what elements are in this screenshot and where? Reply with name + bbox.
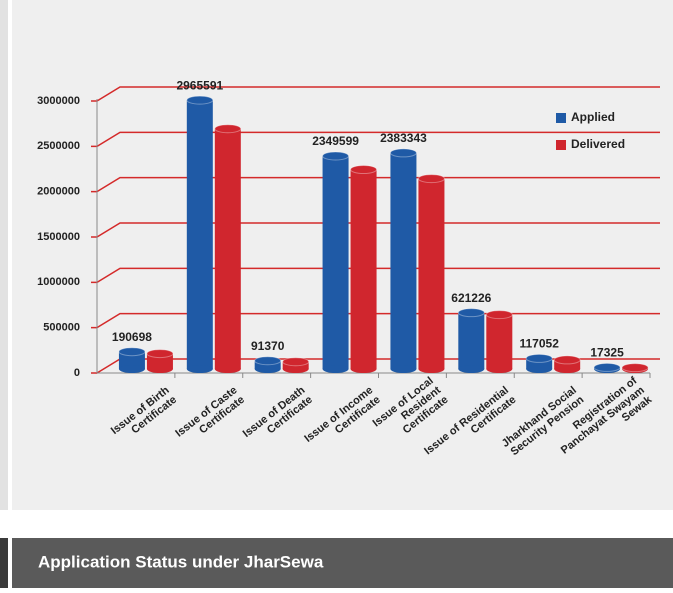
bar-base: [418, 365, 445, 373]
bar-cap: [525, 353, 553, 363]
bar-base: [118, 365, 145, 373]
bar-cap: [593, 362, 621, 372]
bar-base: [458, 365, 485, 373]
bar: [186, 100, 213, 369]
bar-base: [214, 365, 241, 373]
bar-base: [322, 365, 349, 373]
grid-line: [91, 176, 660, 193]
bar-cap: [322, 151, 350, 161]
data-label: 621226: [451, 291, 491, 305]
bar-cap: [457, 308, 485, 318]
side-strip: [0, 0, 8, 510]
bar: [458, 312, 485, 369]
grid-line: [91, 131, 660, 148]
y-tick-label: 2500000: [37, 140, 80, 152]
y-tick-label: 2000000: [37, 186, 80, 198]
bar-base: [146, 365, 173, 373]
data-label: 91370: [251, 339, 285, 353]
bar-base: [390, 365, 417, 373]
side-strip: [0, 538, 8, 588]
legend-label: Delivered: [571, 137, 625, 151]
bar-cap: [389, 148, 417, 158]
bar-base: [282, 365, 309, 373]
data-label: 2383343: [380, 131, 427, 145]
data-label: 117052: [519, 337, 559, 351]
caption-bar: [12, 538, 673, 588]
bar: [322, 155, 349, 369]
y-tick-label: 1500000: [37, 231, 80, 243]
bar-base: [254, 365, 281, 373]
bar-cap: [214, 124, 242, 134]
bar: [118, 351, 145, 369]
bar-cap: [254, 356, 282, 366]
bar: [350, 169, 377, 369]
bar-cap: [282, 357, 310, 367]
bar: [390, 152, 417, 369]
bar-cap: [417, 174, 445, 184]
legend-label: Applied: [571, 110, 615, 124]
y-tick-label: 500000: [43, 322, 80, 334]
bar: [526, 358, 553, 369]
bar-cap: [350, 165, 378, 175]
bar: [146, 353, 173, 369]
grid-line: [91, 222, 660, 238]
bar-cap: [485, 310, 513, 320]
bar: [254, 360, 281, 369]
bar-base: [350, 365, 377, 373]
legend-swatch: [556, 140, 566, 150]
data-label: 17325: [590, 346, 624, 360]
grid-line: [91, 358, 660, 374]
bar-cap: [118, 347, 146, 357]
data-label: 2349599: [312, 134, 359, 148]
data-label: 2965591: [176, 78, 223, 92]
y-tick-label: 3000000: [37, 95, 80, 107]
bar: [214, 128, 241, 369]
bar-base: [186, 365, 213, 373]
bar: [418, 178, 445, 369]
bar-base: [486, 365, 513, 373]
y-tick-label: 1000000: [37, 276, 80, 288]
grid-line: [91, 267, 660, 284]
bar-cap: [186, 95, 214, 105]
data-label: 190698: [112, 330, 152, 344]
bar-cap: [553, 355, 581, 365]
y-tick-label: 0: [74, 367, 80, 379]
bar-base: [526, 365, 553, 373]
bar: [554, 359, 581, 369]
bar: [486, 314, 513, 369]
caption: Application Status under JharSewa: [38, 552, 324, 571]
grid-line: [91, 86, 660, 102]
bar-cap: [146, 349, 174, 359]
grid-line: [91, 312, 660, 329]
bar-base: [554, 365, 581, 373]
bar-cap: [621, 363, 649, 373]
legend-swatch: [556, 113, 566, 123]
